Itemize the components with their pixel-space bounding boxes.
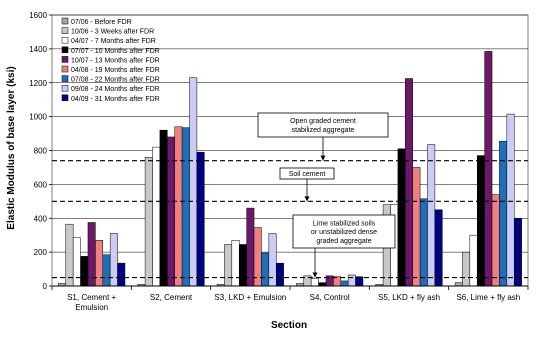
bar [513, 218, 522, 287]
bar [261, 252, 270, 287]
bar [196, 151, 205, 287]
bar [109, 233, 118, 287]
bar [434, 209, 443, 287]
legend-swatch [61, 17, 69, 25]
bar [412, 167, 421, 287]
legend-swatch [61, 75, 69, 82]
legend-label: 04/08 - 19 Months after FDR [71, 67, 160, 74]
bar [102, 254, 111, 287]
legend-label: 04/09 - 31 Months after FDR [71, 96, 160, 103]
bar [499, 140, 508, 287]
bar [159, 129, 168, 287]
legend-label: 10/07 - 13 Months after FDR [71, 57, 160, 64]
bar [238, 244, 247, 287]
x-tick-label: S1, Cement + [67, 293, 116, 302]
legend-label: 04/07 - 7 Months after FDR [71, 38, 156, 45]
annotation-text: or unstabilized dense [311, 229, 377, 236]
annotation-box [292, 214, 396, 249]
bar [506, 113, 515, 287]
bar [174, 126, 183, 287]
bar [405, 78, 413, 287]
annotation-text: Open graded cement [290, 118, 356, 125]
bar [246, 207, 255, 287]
bar [355, 276, 364, 287]
y-tick-label: 1200 [29, 79, 47, 88]
x-tick-label: S2, Cement [150, 293, 193, 302]
y-tick-label: 800 [34, 147, 48, 156]
bar [80, 256, 89, 287]
legend-swatch [61, 46, 69, 54]
bar [275, 262, 284, 287]
bar [268, 233, 277, 287]
legend-swatch [61, 56, 69, 63]
bar [189, 77, 198, 287]
bar [310, 278, 319, 287]
annotation-text: Lime stabilized soils [313, 220, 376, 227]
legend-label: 09/08 - 24 Months after FDR [71, 86, 160, 93]
bar [87, 222, 96, 287]
annotation-text: graded aggregate [316, 238, 371, 245]
x-tick-label: S6, Lime + fly ash [456, 293, 520, 302]
legend-label: 10/06 - 3 Weeks after FDR [71, 29, 154, 36]
y-tick-label: 400 [34, 214, 48, 223]
legend-label: 07/08 - 22 Months after FDR [71, 77, 160, 84]
x-tick-label: S3, LKD + Emulsion [214, 293, 286, 302]
y-tick-label: 600 [34, 180, 48, 189]
bar [469, 234, 478, 287]
x-axis-title: Section [271, 320, 307, 331]
legend-label: 07/07 - 10 Months after FDR [71, 48, 160, 55]
bar [454, 282, 463, 287]
bar [231, 240, 240, 287]
bar [419, 198, 428, 287]
bar [318, 282, 327, 287]
bar [476, 155, 485, 287]
bar [95, 240, 104, 287]
x-tick-label: S5, LKD + fly ash [378, 293, 440, 302]
legend-label: 07/06 - Before FDR [71, 19, 132, 26]
annotation-text: stabilized aggregate [292, 127, 355, 134]
bar [333, 276, 342, 287]
legend-swatch [61, 84, 69, 92]
annotation-arrowhead [320, 155, 326, 161]
annotation-text: Soil cement [289, 171, 326, 178]
bar [167, 136, 175, 287]
bar [152, 146, 161, 287]
y-tick-label: 1000 [29, 113, 47, 122]
bar [340, 280, 349, 287]
y-tick-label: 1400 [29, 45, 47, 54]
bar [117, 262, 126, 287]
annotation-arrowhead [304, 196, 310, 202]
bar [347, 274, 356, 287]
y-tick-label: 1600 [29, 11, 47, 20]
annotation-box [257, 112, 389, 138]
y-tick-label: 200 [34, 248, 48, 257]
annotation-arrowhead [312, 272, 318, 278]
bar [462, 251, 471, 287]
bar [72, 237, 81, 287]
x-tick-label: Emulsion [75, 303, 108, 312]
bar [491, 194, 500, 287]
bar [427, 144, 436, 287]
bar [144, 157, 153, 287]
legend-swatch [61, 94, 69, 102]
bar [397, 148, 406, 287]
bar [181, 127, 190, 287]
y-axis-title: Elastic Modulus of base layer (ksi) [6, 66, 17, 229]
bar [224, 244, 233, 287]
legend-swatch [61, 36, 69, 44]
legend: 07/06 - Before FDR 10/06 - 3 Weeks after … [61, 17, 160, 103]
bar [65, 223, 74, 287]
legend-swatch [61, 27, 69, 34]
x-tick-label: S4, Control [310, 293, 350, 302]
y-tick-label: 0 [43, 282, 48, 291]
legend-swatch [61, 65, 69, 73]
bar [484, 51, 493, 287]
